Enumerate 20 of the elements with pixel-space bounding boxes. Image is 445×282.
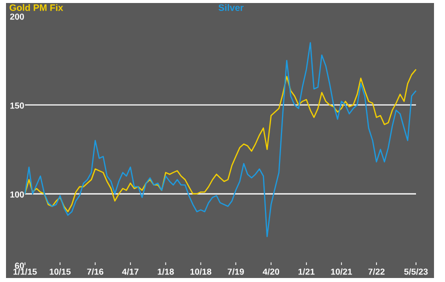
x-tick-label: 4/20 <box>262 268 280 275</box>
x-tick-label: 1/1/15 <box>14 268 37 275</box>
y-tick-label: 150 <box>10 102 24 109</box>
x-tick-label: 4/17 <box>122 268 138 275</box>
x-tick-label: 10/21 <box>331 268 352 275</box>
x-tick-label: 10/15 <box>50 268 71 275</box>
y-tick-label: 100 <box>10 191 24 198</box>
line-series <box>24 42 417 238</box>
y-tick-label: 60 <box>14 262 24 269</box>
x-tick-label: 7/22 <box>368 268 385 275</box>
x-tick-label: 7/19 <box>228 268 244 275</box>
x-tick-label: 5/5/23 <box>404 268 428 275</box>
x-tick-label: 1/21 <box>298 268 315 275</box>
x-tick-label: 10/18 <box>190 268 212 275</box>
y-tick-label: 200 <box>10 14 24 20</box>
text: Silver <box>218 4 244 11</box>
x-tick-label: 7/16 <box>87 268 104 275</box>
x-tick-label: 1/18 <box>158 268 174 275</box>
line-series <box>24 68 417 212</box>
text: Gold PM Fix <box>10 4 64 11</box>
